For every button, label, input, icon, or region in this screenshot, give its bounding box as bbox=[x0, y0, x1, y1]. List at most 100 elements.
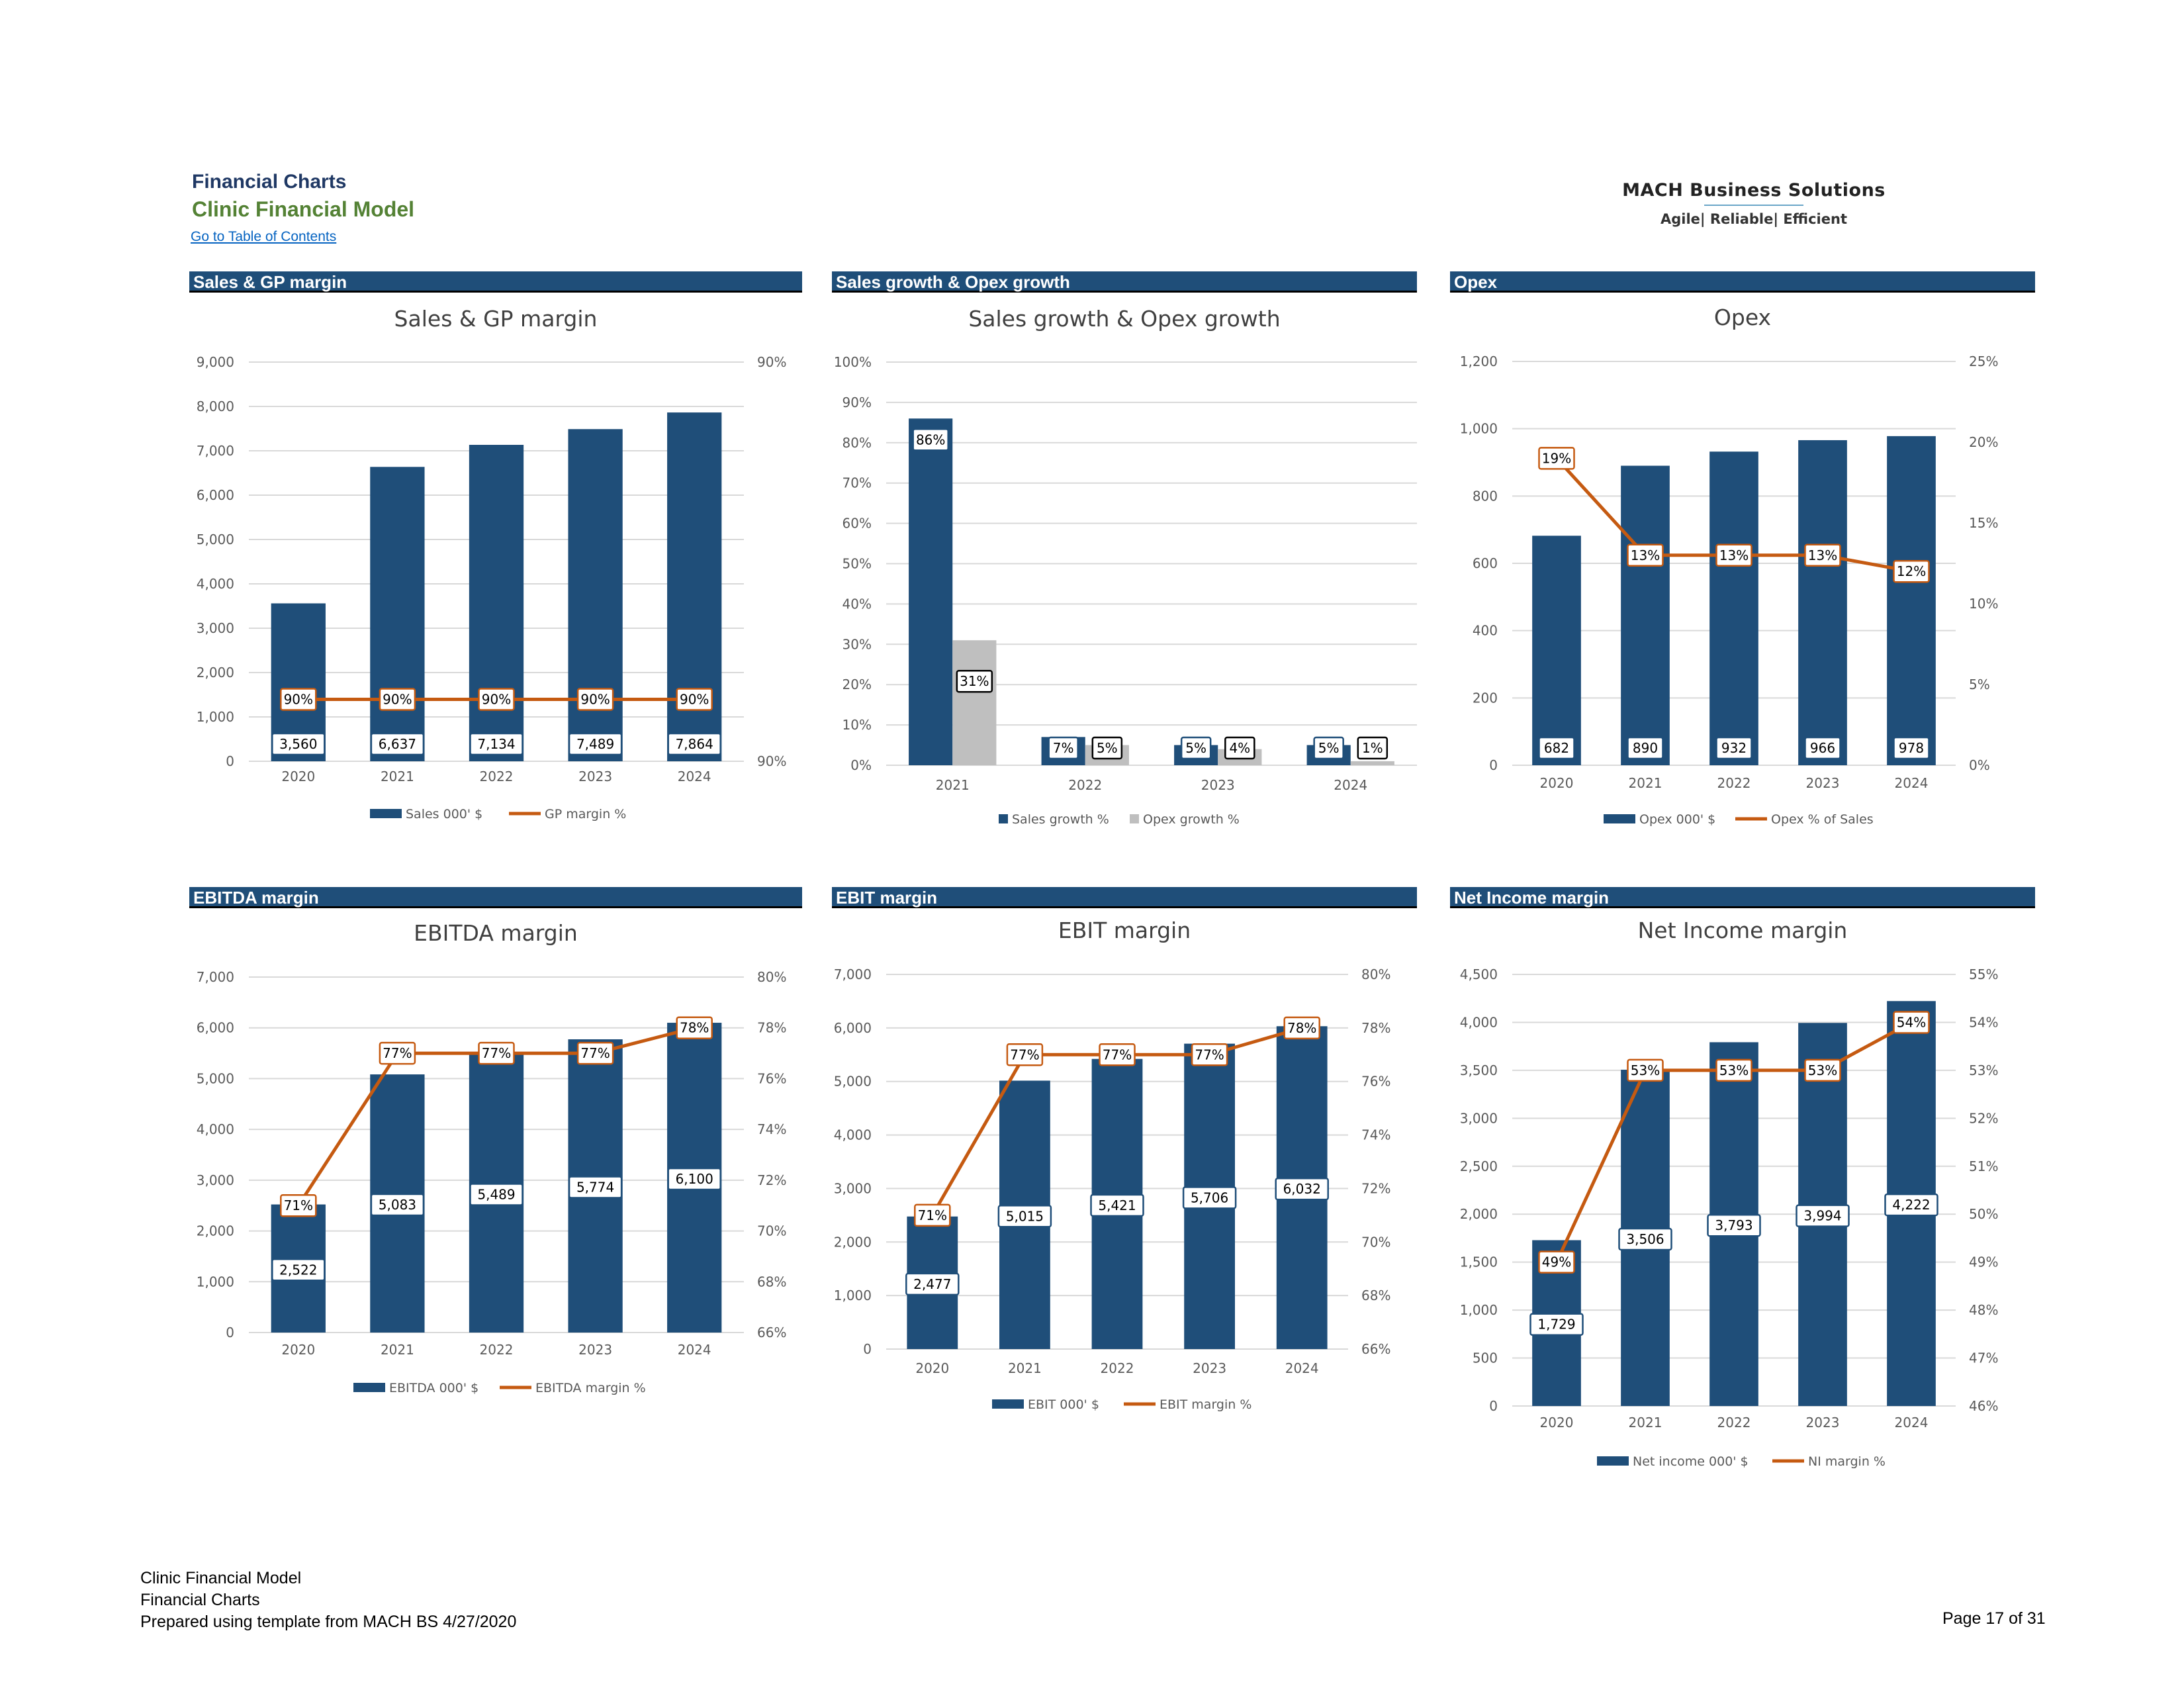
bar-data-label: 6,100 bbox=[676, 1171, 713, 1187]
y-tick-label: 80% bbox=[842, 435, 872, 451]
x-tick-label: 2022 bbox=[480, 1342, 514, 1358]
y-tick-label: 4,000 bbox=[834, 1127, 872, 1143]
y2-tick-label: 78% bbox=[757, 1020, 786, 1036]
y-tick-label: 8,000 bbox=[197, 399, 234, 414]
chart-title: Opex bbox=[1714, 305, 1771, 330]
line-data-label: 13% bbox=[1719, 547, 1749, 563]
y2-tick-label: 76% bbox=[757, 1070, 786, 1086]
x-tick-label: 2022 bbox=[1101, 1360, 1134, 1376]
y-tick-label: 7,000 bbox=[197, 969, 234, 985]
y-tick-label: 7,000 bbox=[197, 443, 234, 459]
bar-data-label: 6,032 bbox=[1283, 1181, 1321, 1197]
logo-tagline: Agile| Reliable| Efficient bbox=[1661, 211, 1847, 227]
x-tick-label: 2024 bbox=[678, 769, 711, 784]
legend-label: EBIT 000' $ bbox=[1028, 1397, 1099, 1412]
y2-tick-label: 47% bbox=[1969, 1350, 1998, 1366]
y-tick-label: 1,200 bbox=[1460, 353, 1498, 369]
section-bar-net-income: Net Income margin bbox=[1450, 887, 2035, 908]
bar-data-label-box bbox=[568, 732, 623, 756]
y-tick-label: 1,000 bbox=[1460, 1302, 1498, 1318]
line-data-label-box bbox=[379, 1041, 416, 1065]
x-tick-label: 2021 bbox=[381, 769, 414, 784]
line-data-label: 71% bbox=[918, 1207, 947, 1223]
bar-data-label-box bbox=[1357, 736, 1388, 760]
legend-swatch bbox=[1130, 814, 1139, 823]
bar-data-label: 7,489 bbox=[576, 736, 614, 752]
chart-title: Sales & GP margin bbox=[394, 306, 598, 332]
section-bar-ebitda: EBITDA margin bbox=[189, 887, 802, 908]
line-data-label-box bbox=[280, 1194, 317, 1217]
bar-data-label-box bbox=[271, 732, 326, 756]
bar-data-label-box bbox=[667, 1167, 721, 1191]
y-tick-label: 3,000 bbox=[197, 1172, 234, 1188]
line-data-label: 90% bbox=[580, 692, 610, 708]
bar-data-label: 932 bbox=[1721, 740, 1747, 756]
y-tick-label: 30% bbox=[842, 636, 872, 652]
bar-data-label-box bbox=[1090, 1194, 1144, 1217]
bar-data-label-box bbox=[568, 1176, 623, 1199]
legend-swatch bbox=[370, 809, 402, 818]
bar-data-label-box bbox=[997, 1205, 1052, 1228]
line-data-label: 19% bbox=[1542, 450, 1571, 466]
y-tick-label: 3,500 bbox=[1460, 1062, 1498, 1078]
y2-tick-label: 10% bbox=[1969, 596, 1998, 612]
section-bar-growth: Sales growth & Opex growth bbox=[832, 271, 1417, 293]
bar-2021 bbox=[370, 467, 425, 761]
line-data-label: 90% bbox=[680, 692, 709, 708]
y-tick-label: 3,000 bbox=[1460, 1110, 1498, 1126]
bar-data-label-box bbox=[912, 428, 949, 451]
bar-data-label-box bbox=[1796, 1204, 1850, 1227]
bar-data-label: 966 bbox=[1810, 740, 1835, 756]
y2-tick-label: 72% bbox=[1361, 1180, 1390, 1196]
legend-swatch bbox=[999, 814, 1008, 823]
line-data-label: 90% bbox=[383, 692, 412, 708]
section-bar-sales-gp: Sales & GP margin bbox=[189, 271, 802, 293]
bar-data-label-box bbox=[1618, 1227, 1672, 1251]
line-data-label-box bbox=[1627, 1058, 1664, 1082]
y-tick-label: 1,000 bbox=[834, 1288, 872, 1303]
x-tick-label: 2023 bbox=[1193, 1360, 1226, 1376]
line-data-label-box bbox=[576, 688, 614, 711]
legend-label: Opex % of Sales bbox=[1771, 812, 1874, 827]
x-tick-label: 2020 bbox=[915, 1360, 949, 1376]
y2-tick-label: 53% bbox=[1969, 1062, 1998, 1078]
line-data-label: 77% bbox=[1195, 1047, 1224, 1062]
line-data-label: 90% bbox=[482, 692, 511, 708]
y2-tick-label: 74% bbox=[757, 1121, 786, 1137]
y2-tick-label: 70% bbox=[1361, 1234, 1390, 1250]
bar-data-label: 5,421 bbox=[1098, 1197, 1136, 1213]
line-data-label: 53% bbox=[1719, 1062, 1749, 1078]
x-tick-label: 2024 bbox=[1895, 1415, 1929, 1430]
bar-data-label-box bbox=[469, 1183, 523, 1206]
line-data-label: 49% bbox=[1542, 1254, 1571, 1270]
line-data-label-box bbox=[1538, 1250, 1575, 1274]
line-data-label-box bbox=[676, 688, 713, 711]
x-tick-label: 2022 bbox=[1717, 1415, 1751, 1430]
x-tick-label: 2021 bbox=[381, 1342, 414, 1358]
chart-title: EBIT margin bbox=[1058, 917, 1191, 943]
y2-tick-label: 15% bbox=[1969, 515, 1998, 531]
line-data-label: 13% bbox=[1631, 547, 1660, 563]
x-tick-label: 2020 bbox=[1540, 775, 1574, 791]
y-tick-label: 0 bbox=[863, 1341, 872, 1357]
bar-data-label: 2,477 bbox=[913, 1276, 951, 1292]
y2-tick-label: 54% bbox=[1969, 1014, 1998, 1030]
line-data-label-box bbox=[1006, 1043, 1044, 1066]
bar-data-label: 5% bbox=[1318, 740, 1340, 756]
y2-tick-label: 51% bbox=[1969, 1158, 1998, 1174]
section-bar-opex: Opex bbox=[1450, 271, 2035, 293]
chart-svg: EBIT margin 0 1,000 2,000 3,000 4,000 5,000 6,0… bbox=[834, 917, 1391, 1412]
bar-data-label-box bbox=[370, 732, 425, 756]
line-data-label-box bbox=[1893, 1011, 1930, 1034]
y-tick-label: 800 bbox=[1473, 488, 1498, 504]
y-tick-label: 600 bbox=[1473, 555, 1498, 571]
y2-tick-label: 55% bbox=[1969, 966, 1998, 982]
line-data-label-box bbox=[1538, 447, 1575, 470]
legend-label: Sales 000' $ bbox=[406, 807, 482, 821]
y-tick-label: 50% bbox=[842, 556, 872, 572]
legend-label: EBIT margin % bbox=[1160, 1397, 1251, 1412]
table-of-contents-link[interactable]: Go to Table of Contents bbox=[191, 229, 337, 244]
y-tick-label: 6,000 bbox=[834, 1020, 872, 1036]
chart-title: Sales growth & Opex growth bbox=[968, 306, 1280, 332]
line-data-label: 77% bbox=[1103, 1047, 1132, 1062]
